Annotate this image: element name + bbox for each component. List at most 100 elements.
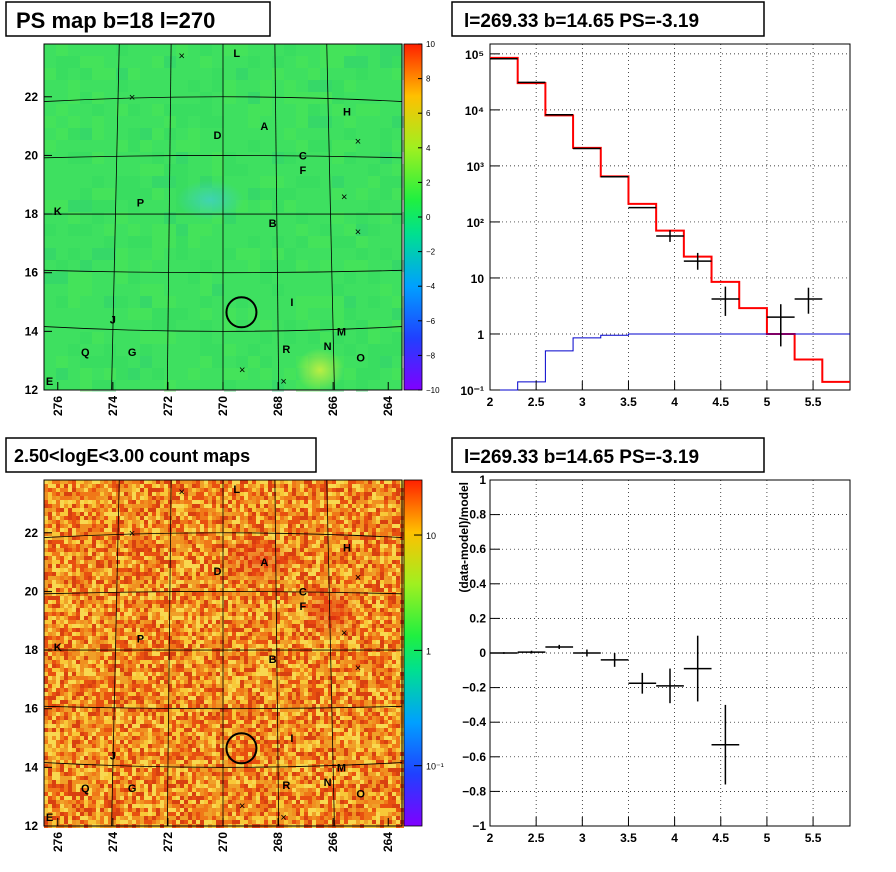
catalog-cross-marker: × xyxy=(178,487,184,499)
y-tick-label: 1 xyxy=(479,473,486,487)
x-tick-label: 4.5 xyxy=(712,395,729,409)
source-label-L: L xyxy=(233,48,240,60)
catalog-cross-marker: × xyxy=(239,364,245,376)
colorbar-tick-label: 1 xyxy=(426,646,431,656)
catalog-cross-marker: × xyxy=(280,812,286,824)
y-tick-label: 18 xyxy=(25,207,39,221)
source-label-E: E xyxy=(46,376,53,388)
y-tick-label: 20 xyxy=(25,148,39,162)
x-tick-label: 5.5 xyxy=(805,831,822,845)
catalog-cross-marker: × xyxy=(280,376,286,388)
count-map-colorbar: 10 1 10⁻¹ xyxy=(403,479,444,827)
colorbar-tick-label: −6 xyxy=(426,317,436,326)
source-label-D: D xyxy=(214,130,222,142)
source-label-B: B xyxy=(269,654,277,666)
x-tick-label: 274 xyxy=(106,396,120,416)
graticule-longitude xyxy=(274,479,280,827)
y-tick-label: 22 xyxy=(25,90,39,104)
catalog-cross-marker: × xyxy=(129,528,135,540)
residual-panel: l=269.33 b=14.65 PS=-3.19 2 2.5 3 3.5 4 4.5 5 5… xyxy=(451,437,851,845)
x-tick-label: 5 xyxy=(764,395,771,409)
y-tick-label: 14 xyxy=(25,324,39,338)
y-tick-label: −0.4 xyxy=(462,715,486,729)
y-tick-label: 20 xyxy=(25,584,39,598)
colorbar-tick-label: 10 xyxy=(426,531,436,541)
spectrum-panel: l=269.33 b=14.65 PS=-3.19 2 2.5 3 3.5 4 4.5 5 5… xyxy=(451,1,851,409)
ps-map-plot: L A D H CF K P B I J M Q G R N O E × × × × × × × 276 274 272 270 26… xyxy=(25,43,404,416)
spectrum-frame xyxy=(489,43,851,391)
source-label-J: J xyxy=(110,315,116,327)
residual-title: l=269.33 b=14.65 PS=-3.19 xyxy=(464,447,699,468)
catalog-cross-marker: × xyxy=(355,227,361,239)
source-label-C: C xyxy=(299,586,307,598)
source-label-I: I xyxy=(290,297,293,309)
source-label-E: E xyxy=(46,812,53,824)
x-tick-label: 3.5 xyxy=(620,831,637,845)
colorbar-tick-label: 10⁻¹ xyxy=(426,762,444,772)
x-tick-label: 2 xyxy=(487,395,494,409)
y-tick-label: 10³ xyxy=(467,160,484,174)
ps-map-colorbar-gradient xyxy=(404,44,422,390)
source-label-N: N xyxy=(324,777,332,789)
source-label-H: H xyxy=(343,106,351,118)
ps-map-warm-patch xyxy=(296,348,344,392)
graticule-longitude xyxy=(166,43,172,391)
count-map-colorbar-gradient xyxy=(404,480,422,826)
count-map-hot-patch xyxy=(220,535,300,585)
x-tick-label: 4 xyxy=(671,831,678,845)
spectrum-plot: 2 2.5 3 3.5 4 4.5 5 5.5 10⁻¹ 1 10 10² 10³ 10⁴ 10⁵ xyxy=(460,43,851,409)
y-tick-label: 12 xyxy=(25,819,39,833)
x-tick-label: 5.5 xyxy=(805,395,822,409)
count-map-panel: 2.50<logE<3.00 count maps L A D H CF K P B I J M Q G… xyxy=(5,437,444,852)
x-tick-label: 272 xyxy=(161,832,175,852)
x-tick-label: 264 xyxy=(381,396,395,416)
colorbar-tick-label: 4 xyxy=(426,144,431,153)
y-tick-label: 16 xyxy=(25,266,39,280)
x-tick-label: 270 xyxy=(216,832,230,852)
colorbar-tick-label: −10 xyxy=(426,386,440,395)
y-tick-label: 10² xyxy=(467,216,484,230)
model-background-step xyxy=(490,333,850,391)
source-label-M: M xyxy=(337,762,346,774)
graticule-longitude xyxy=(111,43,120,391)
graticule-longitude xyxy=(326,43,335,391)
colorbar-tick-label: −2 xyxy=(426,248,436,257)
x-tick-label: 4 xyxy=(671,395,678,409)
source-label-C: C xyxy=(299,150,307,162)
x-tick-label: 3.5 xyxy=(620,395,637,409)
catalog-cross-marker: × xyxy=(341,191,347,203)
colorbar-tick-label: 10 xyxy=(426,40,435,49)
count-map-title-box xyxy=(5,437,317,473)
catalog-cross-marker: × xyxy=(178,51,184,63)
y-tick-label: 0.2 xyxy=(469,611,486,625)
y-tick-label: −1 xyxy=(472,819,486,833)
graticule-longitude xyxy=(326,479,335,827)
x-tick-label: 4.5 xyxy=(712,831,729,845)
source-label-Q: Q xyxy=(81,347,90,359)
source-label-R: R xyxy=(282,780,290,792)
source-label-K: K xyxy=(54,206,62,218)
count-map-plot: L A D H CF K P B I J M Q G R N O E × × × × × × × 276 274 272 270 26… xyxy=(25,479,404,852)
x-tick-label: 264 xyxy=(381,832,395,852)
y-tick-label: 0 xyxy=(479,646,486,660)
colorbar-tick-label: 2 xyxy=(426,178,431,187)
x-tick-label: 3 xyxy=(579,395,586,409)
colorbar-tick-label: −4 xyxy=(426,282,436,291)
source-label-P: P xyxy=(137,633,144,645)
colorbar-tick-label: 6 xyxy=(426,109,431,118)
x-tick-label: 276 xyxy=(51,832,65,852)
x-tick-label: 274 xyxy=(106,832,120,852)
y-tick-label: 1 xyxy=(477,328,484,342)
x-tick-label: 266 xyxy=(326,396,340,416)
ps-map-title: PS map b=18 l=270 xyxy=(16,8,215,33)
source-label-H: H xyxy=(343,542,351,554)
source-label-O: O xyxy=(356,789,365,801)
target-circle xyxy=(225,732,258,765)
y-tick-label: 16 xyxy=(25,702,39,716)
x-tick-label: 5 xyxy=(764,831,771,845)
colorbar-tick-label: 0 xyxy=(426,213,431,222)
source-label-P: P xyxy=(137,197,144,209)
source-label-G: G xyxy=(128,783,137,795)
source-label-K: K xyxy=(54,642,62,654)
